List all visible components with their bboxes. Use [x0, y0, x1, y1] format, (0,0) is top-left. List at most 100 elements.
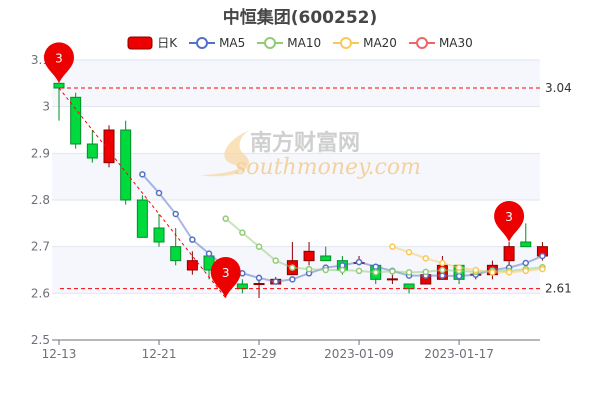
candle-body — [103, 129, 115, 164]
ma-point-ma20 — [505, 269, 513, 276]
ma-point-ma20 — [489, 269, 496, 276]
ma-point-ma20 — [539, 265, 546, 273]
candle — [153, 214, 165, 247]
ma-point-ma10 — [355, 267, 363, 275]
ma-point-ma20 — [522, 267, 530, 275]
candle — [170, 228, 182, 266]
candle-body — [303, 250, 315, 262]
y-tick-label: 2.7 — [31, 240, 50, 254]
candle-body — [186, 260, 198, 271]
y-tick-label: 2.9 — [31, 146, 50, 160]
ma-point-ma10 — [222, 215, 229, 222]
ma-point-ma5 — [172, 210, 179, 218]
y-tick-label: 2.8 — [31, 193, 50, 207]
ma-point-ma5 — [205, 250, 213, 257]
trend-line — [58, 87, 227, 299]
ma-point-ma10 — [372, 269, 379, 276]
pin-icon — [210, 257, 241, 298]
y-tick-label: 3 — [42, 100, 50, 114]
candle-body — [86, 143, 98, 159]
candle-body — [236, 283, 248, 290]
ma-point-ma5 — [522, 259, 530, 267]
mark-point-pin: 3 — [210, 257, 241, 298]
ma-point-ma20 — [439, 259, 446, 267]
ma-point-ma20 — [472, 266, 479, 274]
candle — [503, 242, 515, 266]
mark-line-label: 3.04 — [545, 81, 572, 95]
candle-body — [120, 129, 132, 201]
legend-candle-icon — [127, 36, 153, 49]
x-tick-label: 2023-01-09 — [324, 347, 394, 361]
legend-ma10-icon — [257, 36, 284, 49]
legend-item-daily-k[interactable]: 日K — [127, 34, 177, 51]
y-tick-label: 2.5 — [31, 333, 50, 347]
ma-point-ma10 — [305, 265, 313, 273]
ma-point-ma5 — [372, 263, 379, 270]
ma-point-ma5 — [289, 276, 296, 283]
ma-point-ma5 — [455, 272, 463, 280]
watermark-url: southmoney.com — [235, 155, 421, 180]
candle-body — [253, 283, 265, 286]
ma-point-ma10 — [389, 268, 396, 275]
legend-item-ma30[interactable]: MA30 — [408, 34, 473, 51]
candle — [136, 195, 148, 238]
ma-point-ma5 — [272, 278, 279, 285]
y-tick-label: 2.6 — [31, 286, 50, 300]
ma-point-ma10 — [322, 266, 329, 274]
candle — [103, 125, 115, 168]
ma-point-ma5 — [155, 189, 163, 197]
ma-point-ma10 — [272, 257, 279, 264]
ma-point-ma10 — [339, 266, 346, 274]
ma-point-ma5 — [189, 236, 196, 243]
watermark-logo-icon — [200, 130, 250, 177]
ma-point-ma20 — [405, 249, 413, 256]
mark-line-label: 2.61 — [545, 282, 572, 296]
candle — [186, 251, 198, 275]
candle-body — [70, 96, 82, 145]
pin-icon — [494, 200, 525, 242]
legend: 日K MA5 MA10 MA20 MA30 — [0, 34, 600, 51]
candle — [86, 130, 98, 163]
candle — [320, 246, 332, 262]
candle-body — [403, 283, 415, 290]
candle — [70, 92, 82, 149]
legend-ma5-icon — [189, 36, 216, 49]
candle-body — [153, 227, 165, 243]
mark-point-label: 3 — [55, 51, 63, 65]
candle — [403, 283, 415, 294]
candle-body — [320, 255, 332, 262]
grid-band — [52, 153, 540, 200]
ma-point-ma10 — [405, 269, 413, 276]
ma-point-ma20 — [389, 243, 396, 250]
candle-body — [53, 82, 65, 89]
x-tick-label: 12-13 — [42, 347, 77, 361]
mark-point-label: 3 — [222, 266, 230, 280]
grid-band — [52, 60, 540, 107]
legend-label: 日K — [157, 36, 178, 50]
legend-item-ma10[interactable]: MA10 — [257, 34, 321, 51]
legend-item-ma20[interactable]: MA20 — [333, 34, 397, 51]
pin-icon — [44, 42, 74, 84]
ma-point-ma5 — [539, 252, 546, 260]
ma-point-ma10 — [289, 264, 296, 271]
ma-point-ma5 — [139, 171, 146, 178]
chart-title: 中恒集团(600252) — [222, 8, 378, 28]
candle-body — [386, 278, 398, 281]
ma-point-ma10 — [422, 268, 429, 276]
legend-ma30-icon — [408, 36, 435, 49]
mark-point-label: 3 — [505, 210, 513, 224]
legend-ma20-icon — [333, 36, 360, 49]
mark-point-pin: 3 — [44, 42, 74, 84]
legend-item-ma5[interactable]: MA5 — [189, 34, 245, 51]
candle — [303, 242, 315, 266]
watermark-text: 南方财富网 — [250, 130, 360, 156]
ma-line-ma20 — [392, 245, 543, 274]
legend-label: MA10 — [287, 35, 322, 50]
ma-point-ma5 — [439, 272, 446, 279]
ma-point-ma5 — [355, 258, 363, 266]
candle — [386, 274, 398, 284]
candle — [120, 120, 132, 205]
candle-body — [520, 241, 532, 248]
